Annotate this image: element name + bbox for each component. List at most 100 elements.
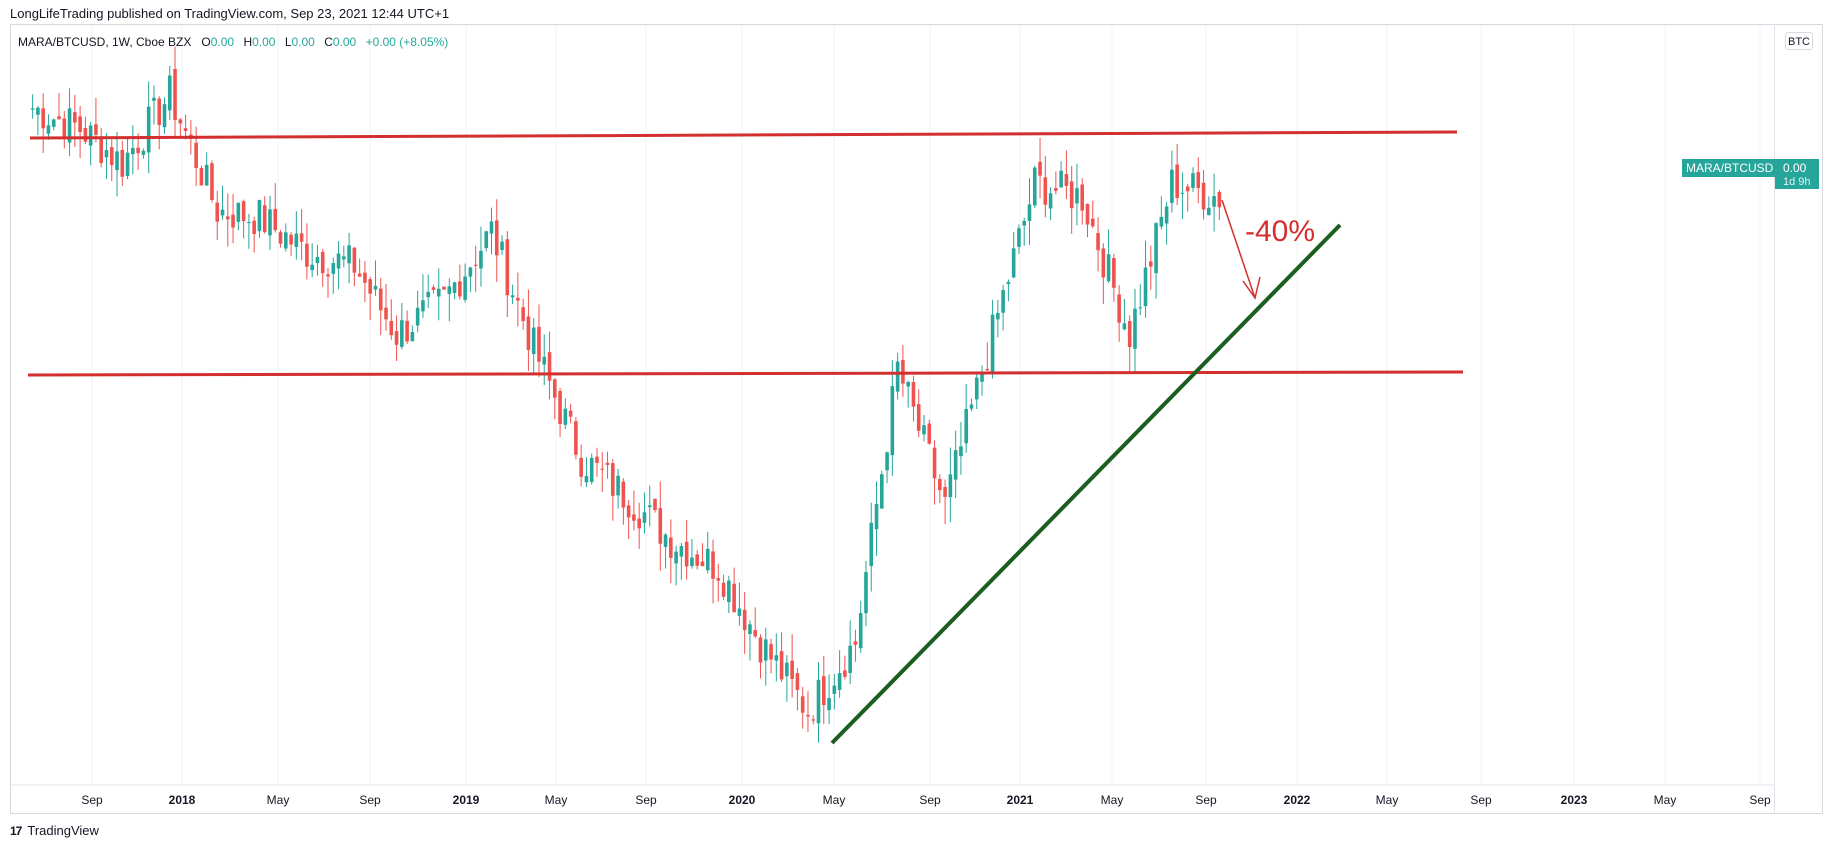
candle-body	[705, 548, 710, 571]
candle-body	[679, 546, 684, 557]
candle-body	[990, 314, 995, 372]
candle-body	[737, 608, 742, 616]
candle-body	[1096, 233, 1100, 251]
candle-body	[78, 116, 82, 133]
grid	[91, 25, 1761, 785]
candle-body	[748, 624, 752, 634]
tradingview-logo[interactable]: 17 TradingView	[10, 823, 99, 838]
time-tick-label: Sep	[1195, 793, 1217, 807]
candle-body	[152, 97, 156, 101]
drop-arrow-head[interactable]	[1242, 276, 1261, 300]
candle-body	[552, 379, 557, 398]
candle-body	[1191, 173, 1195, 188]
candle-body	[1043, 177, 1048, 205]
tradingview-logo-text: TradingView	[27, 823, 99, 838]
candle-body	[273, 208, 278, 231]
candle-body	[494, 220, 499, 256]
tradingview-logo-icon: 17	[10, 823, 22, 838]
candle-body	[531, 327, 536, 355]
candle-body	[431, 287, 436, 290]
candle-body	[595, 456, 599, 463]
candle-body	[542, 356, 547, 365]
candle-body	[305, 243, 309, 267]
candle-body	[848, 645, 852, 673]
candle-body	[294, 233, 299, 247]
candle-body	[695, 554, 700, 566]
candle-body	[1001, 290, 1005, 313]
candle-body	[99, 136, 104, 164]
time-tick-label: 2020	[729, 793, 756, 807]
candle-body	[758, 637, 763, 663]
candle-body	[526, 316, 531, 351]
candle-body	[394, 331, 399, 345]
candle-body	[336, 253, 341, 269]
time-tick-label: May	[267, 793, 290, 807]
candle-body	[980, 374, 984, 382]
candle-body	[1196, 172, 1201, 189]
time-tick-label: Sep	[1470, 793, 1492, 807]
candle-body	[653, 498, 657, 510]
candle-body	[1075, 188, 1079, 204]
candle-body	[880, 474, 884, 509]
candle-body	[1185, 186, 1190, 192]
candle-body	[1101, 248, 1106, 278]
candle-body	[405, 320, 409, 342]
candle-body	[996, 312, 1000, 320]
candle-body	[953, 450, 958, 480]
candle-body	[115, 151, 119, 171]
candle-body	[120, 149, 125, 177]
candle-body	[1038, 161, 1042, 176]
time-axis: Sep 2018 May Sep 2019 May Sep 2020 May Sep 2021 May…	[10, 784, 1774, 807]
candle-body	[800, 696, 805, 713]
candle-body	[927, 423, 932, 444]
legend-low-value: 0.00	[291, 35, 315, 49]
candle-body	[637, 518, 641, 529]
candle-body	[669, 537, 673, 558]
candle-body	[785, 662, 789, 677]
candle-body	[458, 281, 462, 297]
candle-body	[711, 551, 715, 579]
candles	[30, 46, 1222, 743]
candle-body	[611, 463, 615, 496]
time-tick-label: May	[823, 793, 846, 807]
candle-body	[368, 279, 372, 294]
candle-body	[199, 168, 204, 186]
candle-body	[378, 288, 383, 311]
candle-body	[1122, 323, 1127, 330]
candle-body	[821, 676, 826, 706]
trendline[interactable]	[830, 223, 1342, 745]
candle-body	[88, 125, 93, 146]
candle-body	[220, 209, 225, 216]
candle-body	[605, 462, 610, 465]
candle-body	[974, 377, 979, 400]
candle-body	[589, 457, 594, 482]
candle-body	[141, 150, 146, 155]
candle-body	[1138, 307, 1143, 309]
candle-body	[278, 232, 283, 244]
candle-body	[83, 128, 88, 142]
publisher-info: LongLifeTrading published on TradingView…	[10, 6, 450, 21]
candle-body	[1054, 188, 1058, 191]
candle-body	[136, 147, 140, 154]
candle-body	[1117, 294, 1121, 323]
candle-body	[969, 404, 974, 409]
candle-body	[284, 232, 288, 249]
candle-body	[938, 479, 942, 491]
support-line[interactable]	[27, 370, 1464, 377]
time-tick-label: 2023	[1561, 793, 1588, 807]
resistance-line[interactable]	[29, 130, 1458, 140]
candle-body	[516, 297, 520, 301]
legend-open-value: 0.00	[210, 35, 235, 49]
candle-body	[658, 508, 663, 544]
legend-symbol: MARA/BTCUSD, 1W, Cboe BZX	[18, 35, 192, 49]
candle-body	[832, 685, 837, 694]
candle-body	[626, 505, 631, 518]
candle-body	[922, 425, 926, 435]
time-tick-label: May	[545, 793, 568, 807]
currency-button[interactable]: BTC	[1785, 32, 1813, 50]
candle-body	[1069, 181, 1074, 209]
drawings[interactable]: -40%	[27, 130, 1464, 745]
drop-arrow-shaft[interactable]	[1221, 199, 1256, 299]
candle-body	[906, 381, 910, 387]
